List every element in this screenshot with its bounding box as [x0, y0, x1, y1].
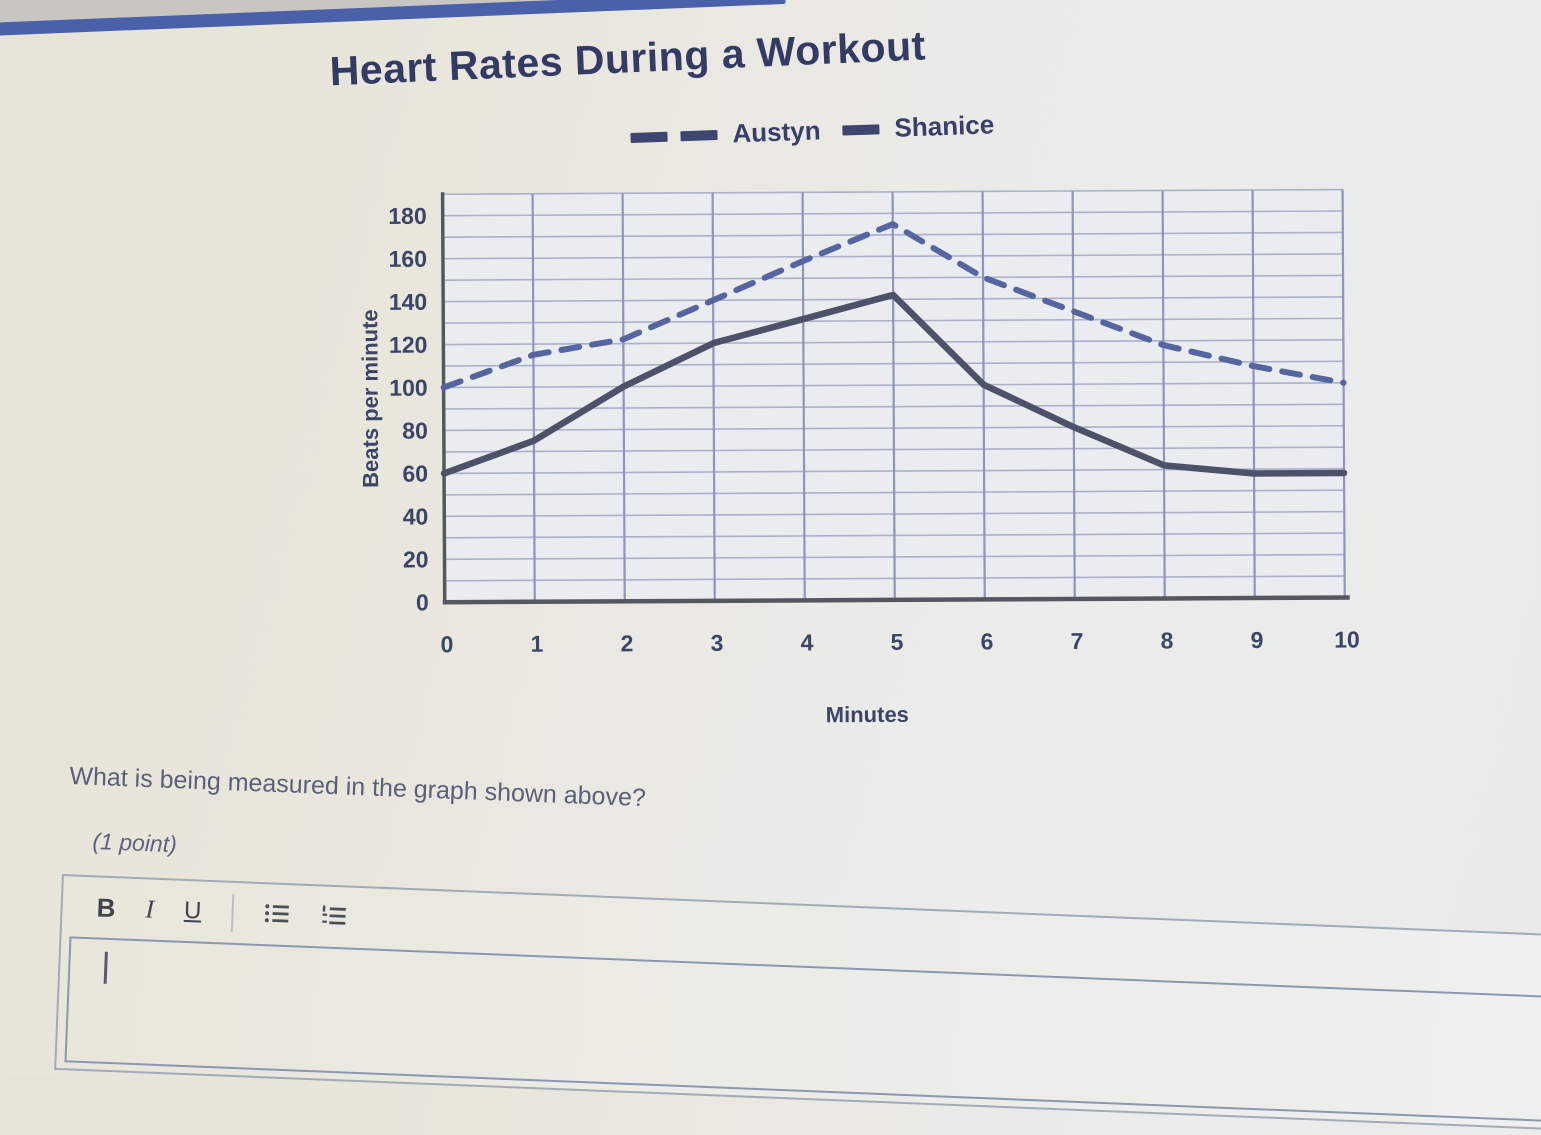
svg-text:140: 140 — [389, 289, 428, 315]
question-text: What is being measured in the graph show… — [68, 762, 647, 813]
svg-text:160: 160 — [388, 246, 427, 272]
numbered-list-button[interactable] — [320, 902, 348, 931]
legend-item-austyn: Austyn — [630, 115, 821, 153]
svg-text:7: 7 — [1070, 628, 1083, 654]
text-cursor — [103, 951, 108, 984]
svg-text:6: 6 — [980, 628, 993, 654]
svg-text:2: 2 — [620, 630, 633, 656]
italic-button[interactable]: I — [144, 894, 155, 924]
svg-text:60: 60 — [402, 460, 428, 486]
svg-text:Minutes: Minutes — [826, 702, 909, 727]
chart-container: 0 20 40 60 80 100 120 140 160 180 0 1 2 3 4 5 6 7 8 9 10 Beat… — [350, 165, 1393, 755]
svg-text:0: 0 — [416, 589, 429, 615]
editor-toolbar: B I U — [62, 876, 1541, 1001]
chart-legend: Austyn Shanice — [630, 109, 995, 153]
heart-rate-chart: 0 20 40 60 80 100 120 140 160 180 0 1 2 3 4 5 6 7 8 9 10 Beat… — [357, 188, 1360, 727]
legend-label-shanice: Shanice — [893, 109, 995, 143]
svg-text:40: 40 — [403, 503, 429, 529]
svg-text:9: 9 — [1250, 627, 1263, 653]
svg-text:10: 10 — [1334, 626, 1360, 652]
bold-button[interactable]: B — [96, 892, 117, 924]
chart-title: Heart Rates During a Workout — [328, 22, 927, 95]
svg-text:4: 4 — [800, 629, 813, 655]
bullet-list-icon — [264, 904, 289, 923]
numbered-list-icon — [322, 905, 346, 925]
underline-button[interactable]: U — [183, 896, 202, 925]
answer-editor: B I U — [54, 874, 1541, 1135]
solid-line-marker-icon — [842, 123, 880, 136]
bullet-list-button[interactable] — [263, 900, 291, 929]
svg-text:0: 0 — [440, 631, 453, 657]
svg-text:8: 8 — [1160, 627, 1173, 653]
legend-label-austyn: Austyn — [731, 115, 822, 149]
dashed-line-marker-icon — [630, 129, 718, 143]
svg-text:5: 5 — [890, 629, 903, 655]
legend-item-shanice: Shanice — [842, 109, 995, 145]
svg-text:180: 180 — [388, 203, 427, 229]
svg-text:120: 120 — [389, 332, 428, 358]
svg-text:1: 1 — [530, 631, 543, 657]
svg-text:20: 20 — [403, 546, 429, 572]
points-label: (1 point) — [92, 828, 178, 858]
svg-text:Beats per minute: Beats per minute — [357, 309, 383, 488]
svg-text:80: 80 — [402, 418, 428, 444]
svg-text:100: 100 — [389, 375, 428, 401]
svg-text:3: 3 — [710, 630, 723, 656]
toolbar-divider — [230, 893, 235, 932]
